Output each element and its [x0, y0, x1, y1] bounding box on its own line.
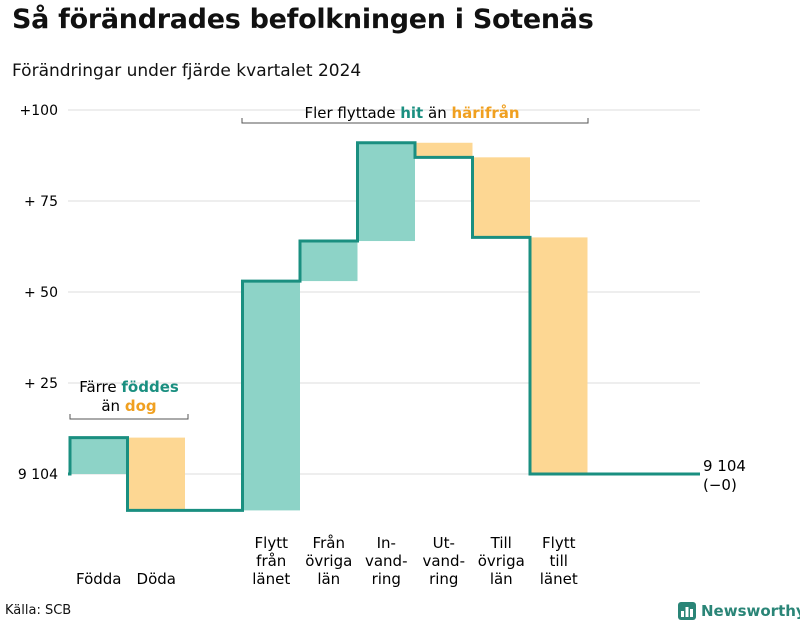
x-label-5-1: vand- [365, 552, 408, 570]
end-value-label: 9 104 [703, 457, 746, 475]
x-label-6-1: vand- [422, 552, 465, 570]
x-label-5-0: In- [377, 534, 396, 552]
bar-1 [127, 437, 185, 511]
cumulative-step-line [68, 141, 700, 512]
harifran-emphasis: härifrån [451, 104, 519, 122]
x-label-3-1: från [256, 552, 286, 570]
annotations: Färre föddes än dog Fler flyttade hit än… [69, 104, 589, 420]
fodda-doda-bracket [69, 414, 189, 420]
x-label-6-2: ring [429, 570, 458, 588]
x-label-6-0: Ut- [433, 534, 455, 552]
y-axis-ticks: 9 104 + 25 + 50 + 75 +100 [18, 103, 58, 483]
bar-5 [357, 142, 415, 242]
fodda-doda-annotation-line1: Färre föddes [79, 378, 179, 396]
y-tick-label-0: 9 104 [18, 467, 58, 483]
x-label-3-2: länet [252, 570, 290, 588]
bar-chart-logo-icon [678, 602, 696, 620]
y-tick-label-3: + 75 [24, 194, 58, 210]
x-label-7-1: övriga [478, 552, 525, 570]
brand-name: Newsworthy [701, 602, 800, 620]
waterfall-chart: 9 104+ 25+ 50+ 75+100 Födda DödaFlyttfrån… [18, 103, 746, 588]
x-label-4-2: län [317, 570, 340, 588]
source-label: Källa: SCB [5, 603, 72, 618]
x-label-8-1: till [550, 552, 568, 570]
chart-title: Så förändrades befolkningen i Sotenäs [12, 4, 594, 35]
x-label-3-0: Flytt [255, 534, 289, 552]
doda-emphasis: dog [125, 397, 157, 415]
bars [70, 142, 588, 511]
x-label-7-0: Till [490, 534, 512, 552]
x-label-7-2: län [490, 570, 513, 588]
fodda-emphasis: föddes [121, 378, 178, 396]
x-label-8-2: länet [540, 570, 578, 588]
bar-6 [415, 142, 473, 158]
x-label-1-0: Döda [137, 570, 176, 588]
x-label-4-1: övriga [305, 552, 352, 570]
end-change-label: (−0) [703, 476, 737, 494]
fodda-doda-annotation-line2: än dog [101, 397, 156, 415]
bar-8 [530, 237, 588, 474]
y-tick-label-4: +100 [20, 103, 58, 119]
hit-emphasis: hit [400, 104, 423, 122]
bar-4 [300, 241, 358, 282]
chart-subtitle: Förändringar under fjärde kvartalet 2024 [12, 61, 362, 81]
bar-3 [242, 281, 300, 511]
x-label-4-0: Från [313, 534, 345, 552]
newsworthy-brand: Newsworthy [678, 602, 800, 620]
x-label-5-2: ring [372, 570, 401, 588]
flytt-bracket [241, 118, 589, 124]
y-tick-label-2: + 50 [24, 285, 58, 301]
flytt-annotation: Fler flyttade hit än härifrån [304, 104, 519, 122]
x-label-8-0: Flytt [542, 534, 576, 552]
x-axis-labels: Födda DödaFlyttfrånlänetFrånövrigalänIn-v… [76, 534, 578, 588]
bar-7 [472, 157, 530, 238]
x-label-0-0: Födda [76, 570, 122, 588]
y-tick-label-1: + 25 [24, 376, 58, 392]
bar-0 [70, 437, 128, 474]
